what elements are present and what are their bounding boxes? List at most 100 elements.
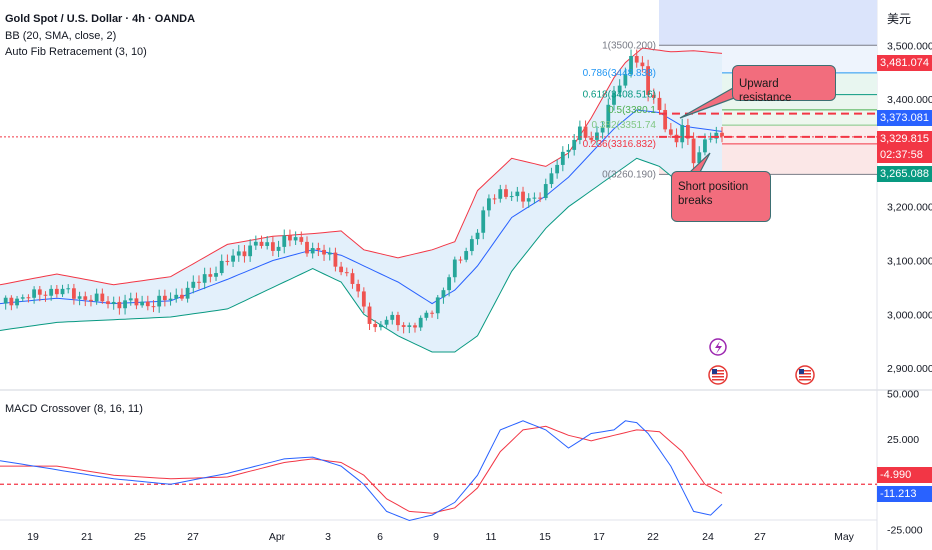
macd-line xyxy=(0,420,723,522)
candle-body xyxy=(339,266,344,273)
candle-body xyxy=(418,317,423,328)
candle-body xyxy=(310,248,315,254)
fib-level-label: 0.382(3351.74 xyxy=(591,120,656,131)
candle-body xyxy=(20,297,25,299)
us-flag-event-icon xyxy=(795,365,815,385)
candle-body xyxy=(396,314,400,326)
candle-body xyxy=(89,299,93,302)
fib-level-label: 0.236(3316.832) xyxy=(583,139,656,150)
event-ring xyxy=(708,365,728,385)
candle-body xyxy=(128,298,133,301)
candle-body xyxy=(663,110,668,130)
candle-body xyxy=(600,127,605,133)
candle-body xyxy=(83,296,88,300)
candle-body xyxy=(174,294,179,299)
bb-fill xyxy=(0,48,722,352)
candle-body xyxy=(492,198,497,200)
candle-body xyxy=(361,291,366,307)
time-tick-label: 11 xyxy=(486,531,497,543)
candle-body xyxy=(577,126,582,140)
candle-body xyxy=(532,197,537,199)
price-tick-label: 3,400.000 xyxy=(887,94,932,106)
candle-body xyxy=(214,273,218,277)
candle-body xyxy=(162,295,167,301)
symbol-title[interactable]: Gold Spot / U.S. Dollar · 4h · OANDA xyxy=(5,13,196,25)
event-icons xyxy=(708,338,815,385)
price-tick-label: 3,200.000 xyxy=(887,202,932,214)
candle-body xyxy=(282,235,287,247)
macd-value-tag: -11.213 xyxy=(877,486,932,502)
candle-body xyxy=(413,325,417,328)
flag-stripe xyxy=(712,376,724,378)
candle-body xyxy=(526,198,531,202)
flag-stripe xyxy=(712,373,724,375)
candle-body xyxy=(180,294,184,299)
currency-label[interactable]: 美元 xyxy=(887,12,912,26)
candle-body xyxy=(509,196,514,198)
candle-body xyxy=(322,249,326,255)
time-tick-label: 17 xyxy=(593,531,605,543)
time-axis: 19 21 25 27 Apr 3 6 9 11 15 17 22 24 27 May xyxy=(27,531,855,543)
time-tick-label: 9 xyxy=(433,531,439,543)
flag-stripe xyxy=(712,379,724,381)
macd-tick-label: 25.000 xyxy=(887,434,919,446)
fib-indicator-label[interactable]: Auto Fib Retracement (3, 10) xyxy=(5,46,147,58)
fib-level-label: 0.786(3448.838) xyxy=(583,68,656,79)
candle-body xyxy=(629,55,633,75)
candle-body xyxy=(9,297,14,306)
candle-body xyxy=(37,289,42,295)
short-position-note[interactable]: Short position breaks xyxy=(671,171,771,222)
price-tag-basis: 3,373.081 xyxy=(877,110,932,126)
candle-body xyxy=(327,252,332,255)
price-tick-label: 3,500.000 xyxy=(887,40,932,52)
fib-labels: 1(3500.200) 0.786(3448.838) 0.618(3408.516… xyxy=(583,40,657,180)
candle-body xyxy=(242,251,247,257)
candle-body xyxy=(606,104,611,128)
candle-body xyxy=(566,149,571,152)
upward-resistance-note[interactable]: Upward resistance xyxy=(732,65,836,104)
bb-indicator-label[interactable]: BB (20, SMA, close, 2) xyxy=(5,30,117,42)
price-tick-label: 3,100.000 xyxy=(887,256,932,268)
candle-body xyxy=(197,281,201,283)
lightning-event-icon xyxy=(709,338,727,356)
flag-stripe xyxy=(799,379,811,381)
candle-body xyxy=(231,255,235,262)
candle-body xyxy=(54,288,59,295)
candle-body xyxy=(720,132,724,137)
candle-body xyxy=(94,293,99,302)
candle-body xyxy=(248,245,253,257)
time-tick-label: 27 xyxy=(754,531,766,543)
candle-body xyxy=(60,288,65,295)
candle-body xyxy=(185,287,190,299)
event-ring xyxy=(795,365,815,385)
candle-body xyxy=(504,189,508,197)
macd-signal-line xyxy=(0,425,723,514)
candle-body xyxy=(521,191,525,202)
time-tick-label: May xyxy=(834,531,855,543)
candle-body xyxy=(623,74,628,86)
macd-indicator-label[interactable]: MACD Crossover (8, 16, 11) xyxy=(5,403,143,415)
bb-lower-line xyxy=(0,157,723,353)
lightning-glyph xyxy=(715,341,722,354)
candle-body xyxy=(543,184,548,199)
candle-body xyxy=(583,126,588,138)
candle-body xyxy=(703,139,707,153)
candle-body xyxy=(344,272,349,274)
candle-body xyxy=(634,55,639,63)
candle-body xyxy=(373,323,378,328)
flag-stripe xyxy=(799,370,811,372)
candle-body xyxy=(378,324,383,328)
horizontal-levels xyxy=(0,112,877,138)
candle-body xyxy=(157,295,162,307)
time-tick-label: 25 xyxy=(134,531,146,543)
candle-body xyxy=(43,294,48,296)
candle-body xyxy=(401,325,406,327)
candle-body xyxy=(572,139,577,150)
candle-body xyxy=(668,129,673,135)
time-tick-label: 19 xyxy=(27,531,39,543)
candle-body xyxy=(117,301,122,309)
candle-body xyxy=(435,297,440,314)
time-tick-label: 24 xyxy=(702,531,714,543)
candle-body xyxy=(26,297,31,299)
